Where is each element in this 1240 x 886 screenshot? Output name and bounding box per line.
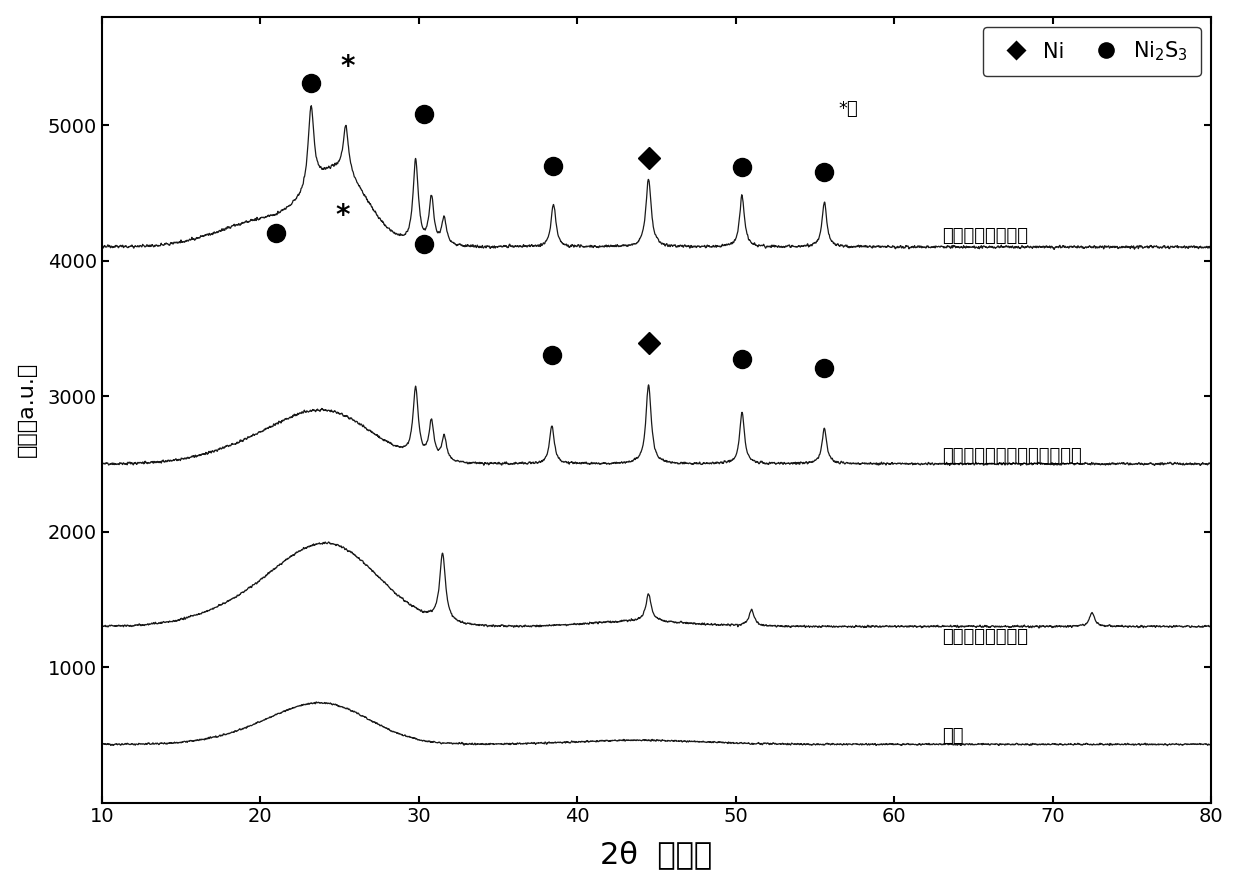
Text: 外排低活性催化剂: 外排低活性催化剂	[941, 628, 1028, 646]
Y-axis label: 强度（a.u.）: 强度（a.u.）	[16, 362, 37, 457]
Text: 载体: 载体	[941, 727, 963, 745]
Legend: Ni, Ni$_2$S$_3$: Ni, Ni$_2$S$_3$	[982, 27, 1200, 75]
Text: *: *	[340, 53, 355, 81]
X-axis label: 2θ  （度）: 2θ （度）	[600, 840, 713, 869]
Text: 外排高活性催化剂经旋流处理: 外排高活性催化剂经旋流处理	[941, 447, 1081, 464]
Text: 外排高活性催化剂: 外排高活性催化剂	[941, 227, 1028, 245]
Text: *碳: *碳	[838, 100, 858, 118]
Text: *: *	[336, 202, 350, 229]
